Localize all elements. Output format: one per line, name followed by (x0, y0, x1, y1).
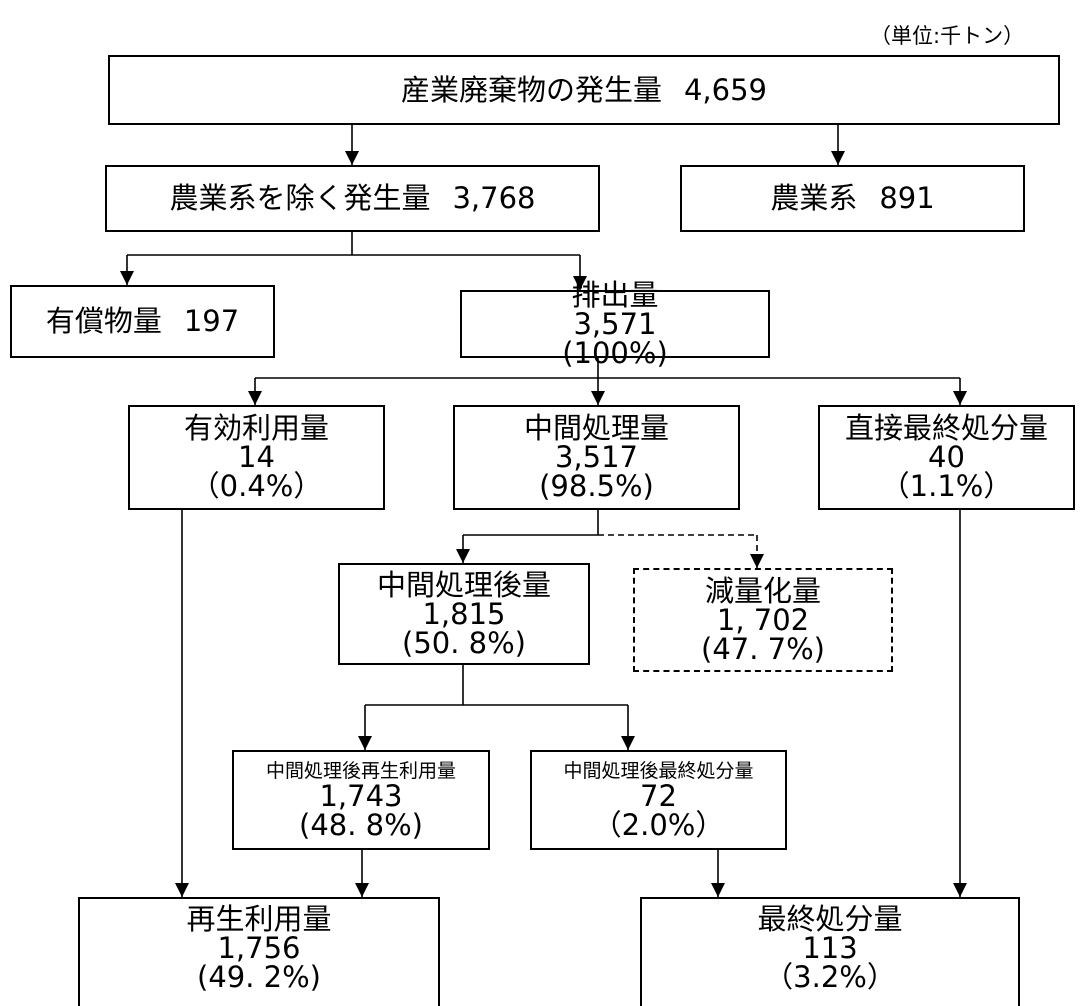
node-title: 農業系 (770, 181, 858, 215)
node-title: 再生利用量 (186, 902, 332, 936)
node-box: 最終処分量 113 （3.2%） (640, 897, 1020, 1006)
node-title: 中間処理量 (523, 411, 669, 445)
node-box: 排出量 3,571 (100%) (460, 280, 770, 367)
node-box: 中間処理後量 1,815 (50. 8%) (338, 563, 590, 665)
node-title: 有償物量 (45, 304, 162, 338)
node-value: 197 (183, 304, 240, 338)
node-percent: (50. 8%) (402, 625, 526, 660)
node-percent: (48. 8%) (299, 808, 423, 842)
node-value: 113 (802, 931, 858, 965)
node-title: 排出量 (571, 277, 659, 312)
node-value: 1, 702 (716, 602, 810, 637)
node-percent: （3.2%） (764, 960, 896, 994)
node-value: 1,756 (217, 931, 301, 965)
node-box: 農業系を除く発生量 3,768 (105, 165, 600, 232)
node-box: 中間処理後最終処分量 72 （2.0%） (530, 750, 787, 850)
node-title: 減量化量 (704, 573, 821, 608)
node-box: 有効利用量 14 （0.4%） (128, 405, 385, 510)
node-value: 1,815 (422, 596, 506, 631)
node-title: 農業系を除く発生量 (169, 181, 431, 215)
node-percent: （0.4%） (190, 469, 323, 503)
node-percent: （2.0%） (592, 808, 725, 842)
node-box: 中間処理後再生利用量 1,743 (48. 8%) (232, 750, 490, 850)
node-box: 有償物量 197 (10, 285, 275, 358)
node-title: 中間処理後再生利用量 (265, 760, 456, 782)
unit-label: （単位:千トン） (870, 24, 1025, 48)
node-box: 産業廃棄物の発生量 4,659 (108, 55, 1060, 125)
node-value: 3,571 (573, 306, 657, 341)
node-title: 有効利用量 (183, 411, 329, 445)
node-percent: (49. 2%) (197, 960, 321, 994)
node-value: 40 (928, 440, 965, 474)
node-value: 72 (640, 779, 677, 813)
node-value: 4,659 (683, 72, 768, 107)
node-box: 再生利用量 1,756 (49. 2%) (78, 897, 440, 1006)
arrows (120, 125, 967, 897)
node-title: 直接最終処分量 (844, 411, 1048, 445)
node-value: 3,768 (452, 181, 536, 215)
node-percent: (47. 7%) (701, 631, 825, 666)
node-box: 直接最終処分量 40 （1.1%） (818, 405, 1075, 510)
node-title: 中間処理後最終処分量 (563, 760, 754, 782)
node-value: 14 (238, 440, 275, 474)
node-title: 中間処理後量 (376, 567, 551, 602)
node-value: 1,743 (319, 779, 403, 813)
node-box: 中間処理量 3,517 (98.5%) (453, 405, 740, 510)
node-title: 最終処分量 (757, 902, 903, 936)
node-percent: （1.1%） (880, 469, 1013, 503)
node-title: 産業廃棄物の発生量 (400, 72, 662, 107)
node-box: 農業系 891 (680, 165, 1025, 232)
node-value: 3,517 (554, 440, 639, 474)
node-value: 891 (879, 181, 935, 215)
node-box: 減量化量 1, 702 (47. 7%) (633, 568, 893, 672)
node-percent: (98.5%) (539, 469, 654, 503)
node-percent: (100%) (562, 335, 668, 370)
